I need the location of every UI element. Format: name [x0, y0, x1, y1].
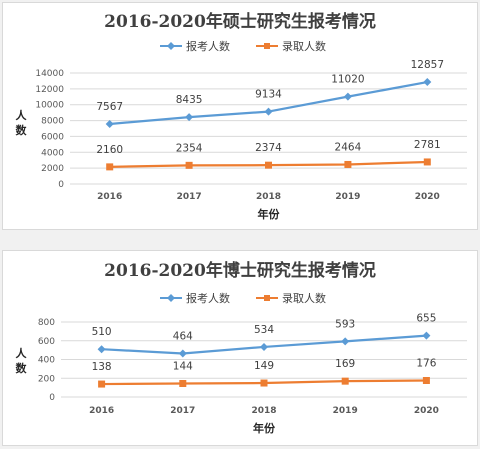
y-tick-label: 600 — [38, 337, 55, 347]
data-label: 2160 — [96, 144, 123, 156]
x-tick-label: 2016 — [97, 192, 122, 202]
y-axis-label: 人数 — [16, 108, 28, 137]
legend-marker-1 — [167, 42, 175, 50]
y-tick-label: 400 — [38, 356, 55, 366]
x-tick-label: 2016 — [89, 406, 114, 416]
data-label: 11020 — [331, 74, 364, 86]
y-axis-label-char: 数 — [16, 361, 28, 375]
doctoral-chart-panel: 2016-2020年博士研究生报考情况报考人数 录取人数 0 200 400 600 800… — [2, 250, 478, 446]
y-tick-label: 800 — [38, 318, 55, 328]
legend-label-2: 录取人数 — [282, 292, 326, 305]
y-tick-label: 14000 — [35, 69, 64, 79]
data-label: 2374 — [255, 142, 282, 154]
data-label: 144 — [173, 361, 193, 373]
data-point — [185, 113, 194, 122]
data-point — [98, 380, 106, 388]
data-point — [422, 377, 430, 384]
data-label: 9134 — [255, 89, 282, 101]
y-tick-label: 200 — [38, 374, 55, 384]
data-point — [265, 161, 272, 169]
data-label: 2781 — [414, 139, 441, 151]
data-point — [422, 331, 431, 340]
legend-label-1: 报考人数 — [186, 39, 230, 53]
data-point — [97, 345, 106, 354]
y-tick-label: 4000 — [41, 148, 64, 158]
y-tick-label: 10000 — [35, 101, 64, 111]
data-label: 12857 — [411, 59, 444, 71]
data-label: 138 — [92, 361, 112, 373]
x-tick-label: 2018 — [256, 192, 281, 202]
data-label: 655 — [416, 313, 436, 325]
data-label: 169 — [335, 358, 355, 370]
data-point — [264, 107, 273, 116]
data-point — [178, 349, 187, 358]
data-label: 2354 — [176, 142, 203, 154]
data-point — [260, 342, 268, 351]
legend-marker-1 — [167, 294, 175, 302]
legend-label-2: 录取人数 — [282, 40, 326, 53]
x-tick-label: 2020 — [414, 406, 439, 416]
data-point — [185, 161, 193, 169]
y-tick-label: 0 — [58, 180, 64, 190]
data-point — [106, 163, 114, 171]
data-point — [343, 92, 352, 101]
data-label: 593 — [335, 318, 355, 330]
legend-label-1: 报考人数 — [186, 291, 230, 305]
data-point — [423, 78, 432, 87]
data-label: 7567 — [96, 101, 123, 113]
data-label: 534 — [254, 324, 274, 336]
data-label: 8435 — [176, 94, 203, 106]
x-axis-label: 年份 — [258, 207, 281, 221]
x-tick-label: 2018 — [251, 406, 276, 416]
data-point — [179, 380, 187, 387]
chart-title: 2016-2020年硕士研究生报考情况 — [104, 11, 376, 32]
y-tick-label: 12000 — [35, 85, 64, 95]
data-label: 510 — [92, 326, 112, 338]
x-axis-label: 年份 — [253, 421, 276, 435]
data-label: 464 — [173, 331, 193, 343]
data-point — [344, 160, 352, 168]
y-tick-label: 0 — [49, 393, 55, 403]
x-tick-label: 2020 — [415, 192, 440, 202]
y-axis-label-char: 人 — [16, 346, 28, 360]
y-axis-label-char: 人 — [16, 108, 28, 122]
data-label: 176 — [416, 358, 436, 370]
y-tick-label: 2000 — [41, 164, 64, 174]
data-point — [105, 120, 114, 129]
x-tick-label: 2017 — [177, 192, 202, 202]
data-point — [341, 377, 349, 385]
x-tick-label: 2019 — [333, 406, 358, 416]
master-chart-panel: 2016-2020年硕士研究生报考情况报考人数 录取人数 0 2000 4000 6000… — [2, 2, 478, 230]
data-label: 149 — [254, 360, 274, 372]
x-tick-label: 2019 — [335, 192, 360, 202]
y-tick-label: 8000 — [41, 117, 64, 127]
data-point — [423, 158, 431, 166]
legend-marker-2 — [264, 295, 270, 301]
chart-title: 2016-2020年博士研究生报考情况 — [104, 260, 376, 281]
legend-marker-2 — [264, 43, 270, 49]
y-tick-label: 6000 — [41, 132, 64, 142]
data-point — [260, 379, 268, 387]
y-axis-label-char: 数 — [16, 123, 28, 137]
x-tick-label: 2017 — [170, 406, 195, 416]
y-axis-label: 人数 — [16, 346, 28, 375]
data-label: 2464 — [335, 141, 362, 153]
data-point — [341, 337, 350, 346]
